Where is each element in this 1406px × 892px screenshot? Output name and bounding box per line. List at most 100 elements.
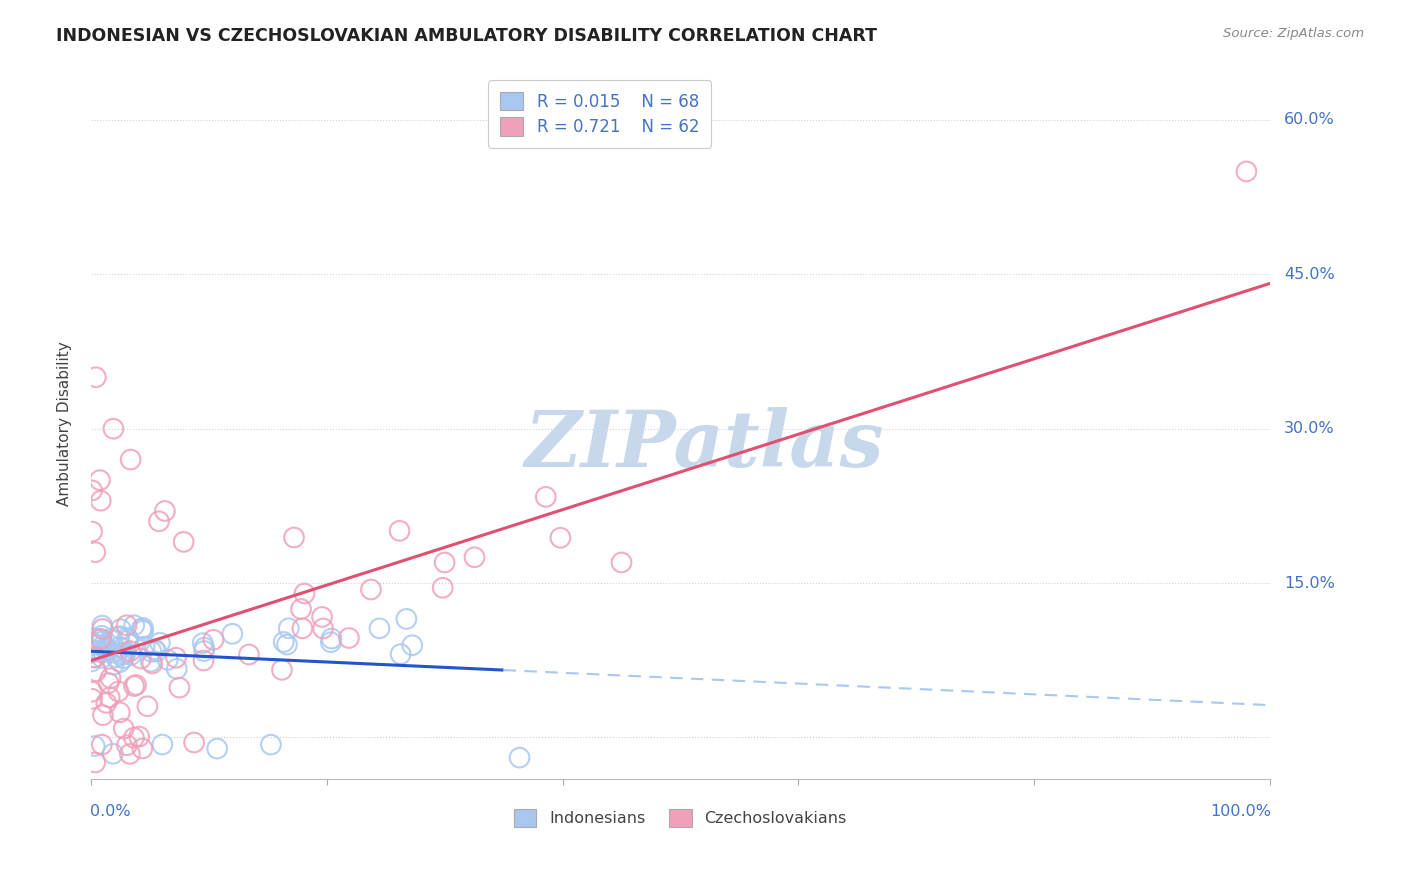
Point <box>89 632 111 646</box>
Point <box>110 622 132 636</box>
Point <box>141 657 163 671</box>
Point <box>149 636 172 650</box>
Point <box>118 747 141 761</box>
Y-axis label: Ambulatory Disability: Ambulatory Disability <box>58 341 72 506</box>
Point <box>120 644 142 658</box>
Point <box>291 621 314 635</box>
Point <box>143 642 166 657</box>
Point <box>337 631 360 645</box>
Point <box>112 647 135 661</box>
Point <box>91 634 114 648</box>
Point <box>91 650 114 665</box>
Point <box>290 602 312 616</box>
Point <box>94 640 117 655</box>
Point <box>131 741 153 756</box>
Point <box>368 621 391 635</box>
Point <box>86 643 108 657</box>
Point <box>153 504 176 518</box>
Point <box>82 643 104 657</box>
Text: 30.0%: 30.0% <box>1284 421 1334 436</box>
Point <box>319 635 342 649</box>
Point <box>84 545 107 559</box>
Point <box>321 632 343 646</box>
Point <box>534 490 557 504</box>
Point <box>389 647 412 661</box>
Point <box>112 722 135 736</box>
Point <box>83 643 105 657</box>
Point <box>139 655 162 669</box>
Point <box>141 645 163 659</box>
Text: INDONESIAN VS CZECHOSLOVAKIAN AMBULATORY DISABILITY CORRELATION CHART: INDONESIAN VS CZECHOSLOVAKIAN AMBULATORY… <box>56 27 877 45</box>
Point <box>294 586 316 600</box>
Point <box>550 531 572 545</box>
Point <box>91 708 114 723</box>
Point <box>90 738 112 752</box>
Point <box>193 640 215 655</box>
Point <box>120 648 142 662</box>
Point <box>97 676 120 690</box>
Point <box>84 665 107 679</box>
Point <box>165 650 187 665</box>
Point <box>84 756 107 770</box>
Point <box>83 632 105 646</box>
Text: 100.0%: 100.0% <box>1211 805 1271 819</box>
Point <box>122 679 145 693</box>
Point <box>82 524 104 539</box>
Point <box>83 650 105 665</box>
Point <box>115 738 138 752</box>
Point <box>96 643 118 657</box>
Point <box>166 662 188 676</box>
Point <box>117 631 139 645</box>
Point <box>90 629 112 643</box>
Point <box>98 690 121 705</box>
Point <box>83 638 105 652</box>
Point <box>150 738 173 752</box>
Legend: Indonesians, Czechoslovakians: Indonesians, Czechoslovakians <box>506 801 855 835</box>
Point <box>433 556 456 570</box>
Point <box>276 638 298 652</box>
Text: 15.0%: 15.0% <box>1284 575 1334 591</box>
Point <box>107 684 129 698</box>
Point <box>82 483 104 498</box>
Point <box>103 657 125 672</box>
Point <box>105 650 128 665</box>
Point <box>128 730 150 744</box>
Point <box>89 473 111 487</box>
Point <box>101 633 124 648</box>
Point <box>132 621 155 635</box>
Point <box>145 644 167 658</box>
Point <box>283 531 305 545</box>
Point <box>401 638 423 652</box>
Point <box>90 632 112 646</box>
Point <box>91 618 114 632</box>
Point <box>120 452 142 467</box>
Point <box>193 654 215 668</box>
Point <box>129 651 152 665</box>
Point <box>277 621 299 635</box>
Point <box>205 741 228 756</box>
Point <box>87 633 110 648</box>
Point <box>360 582 382 597</box>
Point <box>183 735 205 749</box>
Point <box>134 640 156 654</box>
Point <box>463 550 485 565</box>
Point <box>131 622 153 636</box>
Point <box>311 610 333 624</box>
Point <box>96 642 118 657</box>
Text: Source: ZipAtlas.com: Source: ZipAtlas.com <box>1223 27 1364 40</box>
Point <box>80 655 103 669</box>
Point <box>101 747 124 761</box>
Point <box>97 642 120 657</box>
Point <box>108 706 131 720</box>
Point <box>432 581 454 595</box>
Text: 0.0%: 0.0% <box>90 805 131 819</box>
Text: 60.0%: 60.0% <box>1284 112 1334 128</box>
Point <box>238 648 260 662</box>
Point <box>509 750 531 764</box>
Point <box>136 699 159 714</box>
Text: 45.0%: 45.0% <box>1284 267 1334 282</box>
Point <box>82 684 104 698</box>
Point <box>93 639 115 653</box>
Point <box>100 632 122 646</box>
Point <box>388 524 411 538</box>
